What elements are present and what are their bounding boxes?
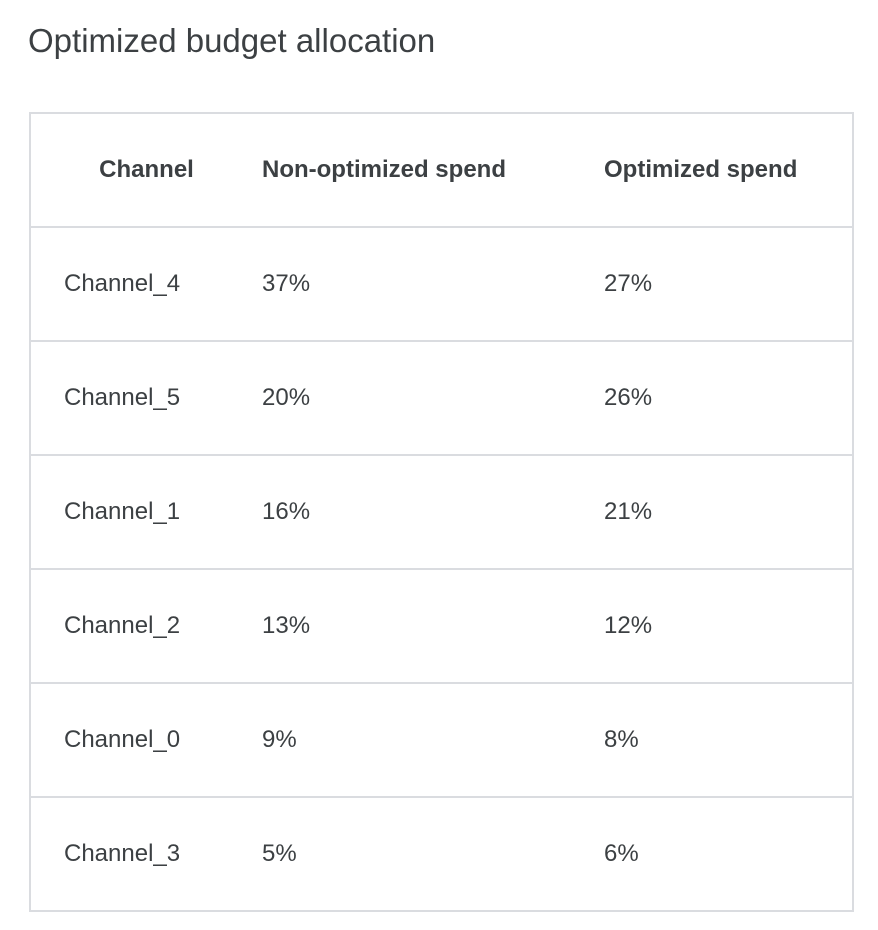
optimized-spend-cell: 27% <box>604 227 853 342</box>
optimized-spend-cell: 8% <box>604 683 853 798</box>
optimized-spend-cell: 6% <box>604 797 853 912</box>
non-optimized-spend-cell: 37% <box>262 227 604 342</box>
non-optimized-spend-cell: 20% <box>262 341 604 456</box>
optimized-spend-cell: 26% <box>604 341 853 456</box>
table-row: Channel_0 9% 8% <box>30 683 853 798</box>
table-row: Channel_2 13% 12% <box>30 569 853 684</box>
page-title: Optimized budget allocation <box>28 22 436 59</box>
channel-cell: Channel_0 <box>30 683 262 798</box>
table-row: Channel_3 5% 6% <box>30 797 853 912</box>
channel-cell: Channel_4 <box>30 227 262 342</box>
table-header-row: Channel Non-optimized spend Optimized sp… <box>30 113 853 228</box>
non-optimized-spend-cell: 13% <box>262 569 604 684</box>
non-optimized-spend-cell: 9% <box>262 683 604 798</box>
channel-cell: Channel_2 <box>30 569 262 684</box>
channel-cell: Channel_5 <box>30 341 262 456</box>
table-row: Channel_1 16% 21% <box>30 455 853 570</box>
column-header-channel: Channel <box>30 113 262 228</box>
optimized-spend-cell: 21% <box>604 455 853 570</box>
non-optimized-spend-cell: 16% <box>262 455 604 570</box>
non-optimized-spend-cell: 5% <box>262 797 604 912</box>
channel-cell: Channel_3 <box>30 797 262 912</box>
column-header-optimized-spend: Optimized spend <box>604 113 853 228</box>
table-row: Channel_4 37% 27% <box>30 227 853 342</box>
budget-allocation-table: Channel Non-optimized spend Optimized sp… <box>29 112 854 912</box>
column-header-non-optimized-spend: Non-optimized spend <box>262 113 604 228</box>
channel-cell: Channel_1 <box>30 455 262 570</box>
table-row: Channel_5 20% 26% <box>30 341 853 456</box>
optimized-spend-cell: 12% <box>604 569 853 684</box>
